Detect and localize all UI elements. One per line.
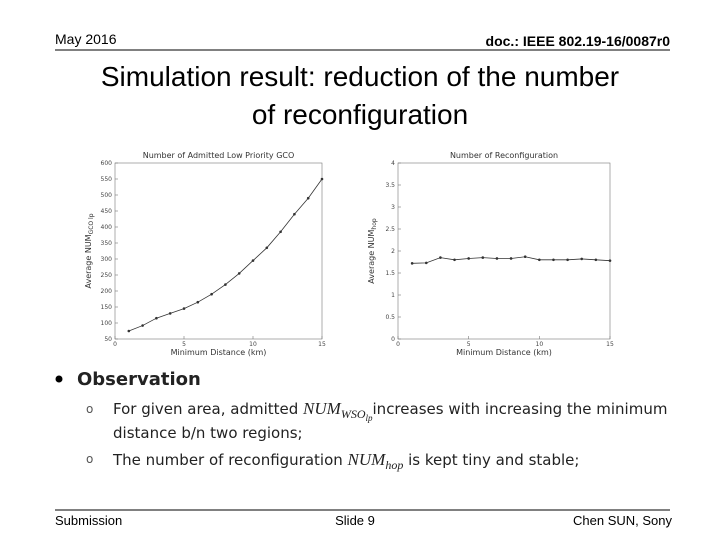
x-tick-label: 0 bbox=[396, 341, 400, 348]
footer-right: Chen SUN, Sony bbox=[573, 513, 672, 528]
point bbox=[509, 257, 513, 260]
point bbox=[265, 246, 269, 250]
point bbox=[320, 177, 324, 181]
y-tick-label: 50 bbox=[104, 336, 112, 343]
y-tick-label: 2.5 bbox=[385, 226, 395, 233]
y-axis-label: Average NUMGCO lp bbox=[84, 213, 95, 288]
text: For given area, admitted bbox=[113, 400, 303, 418]
math-subsub: lp bbox=[366, 413, 374, 423]
math-sub: hop bbox=[385, 458, 403, 472]
y-tick-label: 400 bbox=[101, 224, 113, 231]
y-tick-label: 100 bbox=[101, 320, 113, 327]
charts: Number of Admitted Low Priority GCO Minim… bbox=[84, 151, 614, 357]
x-tick-label: 0 bbox=[113, 341, 117, 348]
x-tick-label: 15 bbox=[318, 341, 326, 348]
math: NUM bbox=[347, 450, 387, 469]
y-tick-label: 550 bbox=[101, 176, 113, 183]
x-tick-label: 5 bbox=[467, 341, 471, 348]
sub-bullet: o bbox=[86, 452, 93, 466]
y-tick-label: 350 bbox=[101, 240, 113, 247]
y-tick-label: 3.5 bbox=[385, 182, 395, 189]
y-axis-label: Average NUMhop bbox=[367, 218, 378, 284]
observation-item: distance b/n two regions; bbox=[113, 424, 303, 442]
y-tick-label: 0 bbox=[391, 336, 395, 343]
point bbox=[224, 283, 227, 286]
y-tick-label: 2 bbox=[391, 248, 395, 255]
point bbox=[580, 257, 584, 261]
y-tick-label: 450 bbox=[101, 208, 113, 215]
point bbox=[168, 312, 172, 315]
text: increases with increasing the minimum bbox=[373, 400, 668, 418]
observation-heading: Observation bbox=[77, 369, 201, 390]
point bbox=[566, 258, 569, 262]
y-tick-label: 4 bbox=[391, 160, 395, 167]
point bbox=[495, 257, 499, 260]
y-tick-label: 1 bbox=[391, 292, 395, 299]
sub-bullet: o bbox=[86, 402, 93, 416]
x-axis-label: Minimum Distance (km) bbox=[171, 348, 267, 357]
x-axis-label: Minimum Distance (km) bbox=[456, 348, 552, 357]
point bbox=[237, 272, 241, 275]
math: NUM bbox=[302, 399, 342, 418]
point bbox=[251, 259, 255, 262]
point bbox=[453, 258, 456, 262]
y-axis-label-sub: GCO lp bbox=[88, 213, 95, 234]
plot-area bbox=[114, 162, 323, 340]
y-axis-label-main: Average NUM bbox=[84, 234, 93, 288]
plot-area bbox=[397, 162, 611, 340]
title-line: of reconfiguration bbox=[252, 99, 468, 130]
point bbox=[306, 196, 310, 200]
point bbox=[467, 257, 470, 260]
point bbox=[439, 256, 442, 259]
y-axis-label-main: Average NUM bbox=[367, 229, 376, 283]
footer-left: Submission bbox=[55, 513, 122, 528]
point bbox=[424, 261, 428, 265]
point bbox=[410, 262, 414, 265]
observation-item: The number of reconfiguration NUMhop is … bbox=[112, 450, 579, 472]
observation-item: For given area, admitted NUMWSOlpincreas… bbox=[113, 399, 667, 423]
point bbox=[141, 324, 144, 327]
point bbox=[196, 300, 200, 304]
footer-center: Slide 9 bbox=[335, 513, 375, 528]
chart-title: Number of Admitted Low Priority GCO bbox=[143, 151, 295, 160]
chart-title: Number of Reconfiguration bbox=[450, 151, 558, 160]
point bbox=[481, 256, 485, 259]
text: The number of reconfiguration bbox=[112, 451, 348, 469]
point bbox=[594, 258, 598, 262]
y-tick-label: 1.5 bbox=[385, 270, 395, 277]
point bbox=[155, 316, 158, 320]
point bbox=[523, 255, 527, 259]
y-tick-label: 200 bbox=[101, 288, 113, 295]
point bbox=[552, 258, 555, 262]
header-date: May 2016 bbox=[55, 31, 117, 47]
y-tick-label: 150 bbox=[101, 304, 113, 311]
text: is kept tiny and stable; bbox=[403, 451, 579, 469]
x-tick-label: 15 bbox=[606, 341, 614, 348]
x-tick-label: 10 bbox=[249, 341, 257, 348]
point bbox=[293, 212, 296, 216]
point bbox=[538, 258, 541, 262]
point bbox=[279, 230, 282, 234]
x-tick-label: 5 bbox=[182, 341, 186, 348]
x-tick-label: 10 bbox=[536, 341, 544, 348]
y-tick-label: 300 bbox=[101, 256, 113, 263]
y-tick-label: 0.5 bbox=[385, 314, 395, 321]
y-axis-label-sub: hop bbox=[371, 218, 378, 229]
y-tick-label: 500 bbox=[101, 192, 113, 199]
point bbox=[182, 307, 186, 310]
math-sub: WSO bbox=[341, 407, 366, 421]
point bbox=[608, 259, 612, 262]
y-tick-label: 600 bbox=[101, 160, 113, 167]
point bbox=[127, 329, 131, 333]
title-line: Simulation result: reduction of the numb… bbox=[101, 61, 619, 92]
bullet bbox=[55, 375, 63, 383]
series-line bbox=[128, 178, 323, 332]
point bbox=[210, 292, 213, 296]
header-doc: doc.: IEEE 802.19-16/0087r0 bbox=[486, 33, 671, 49]
y-tick-label: 250 bbox=[101, 272, 113, 279]
y-tick-label: 3 bbox=[391, 204, 395, 211]
